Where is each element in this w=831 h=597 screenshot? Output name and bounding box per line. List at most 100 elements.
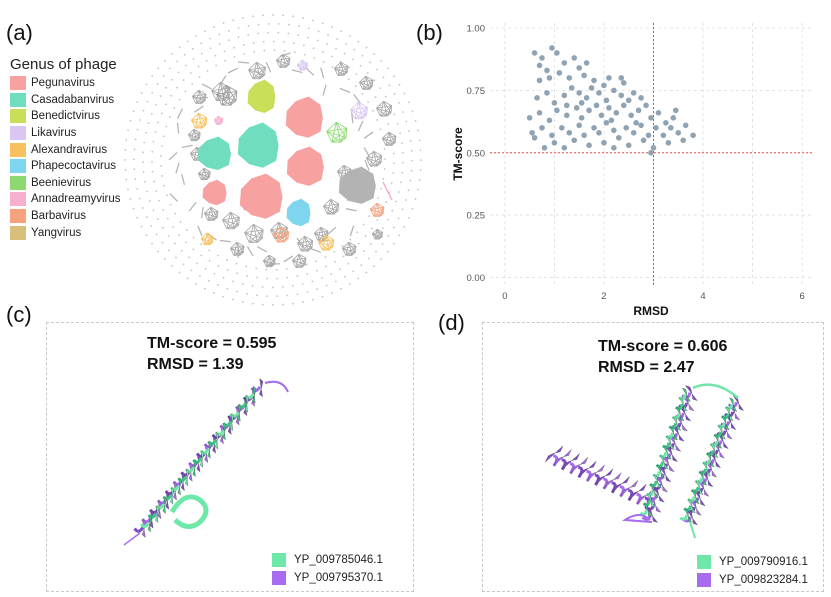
green-swatch	[697, 555, 711, 569]
singleton-node	[321, 277, 323, 279]
pair-edge	[320, 67, 325, 79]
singleton-node	[246, 292, 248, 295]
data-point	[566, 129, 573, 136]
grey-cluster	[359, 75, 374, 90]
singleton-node	[301, 283, 304, 285]
singleton-node	[233, 56, 236, 58]
alexandravirus-cluster	[200, 232, 214, 246]
data-point	[573, 105, 580, 111]
grey-cluster	[276, 53, 291, 68]
singleton-node	[136, 128, 139, 131]
singleton-node	[136, 187, 139, 190]
singleton-node	[257, 23, 260, 26]
data-point	[593, 102, 600, 109]
singleton-node	[142, 151, 145, 154]
singleton-node	[357, 277, 360, 280]
pair-edge	[181, 173, 186, 185]
pair-edge	[291, 69, 303, 74]
singleton-node	[136, 101, 139, 104]
singleton-node	[253, 50, 256, 53]
singleton-node	[373, 265, 375, 267]
singleton-node	[271, 304, 274, 306]
pair-edge	[363, 131, 374, 139]
singleton-node	[277, 23, 280, 25]
data-point	[620, 80, 627, 86]
singleton-node	[261, 286, 264, 288]
panel-d-box	[482, 322, 824, 592]
singleton-node	[190, 269, 193, 272]
data-point	[690, 132, 696, 139]
singleton-node	[388, 84, 391, 87]
singleton-node	[414, 198, 417, 201]
singleton-node	[162, 75, 165, 78]
data-point	[544, 67, 550, 74]
singleton-node	[241, 301, 244, 303]
singleton-node	[324, 256, 327, 258]
data-point	[554, 50, 560, 56]
singleton-node	[326, 43, 328, 46]
singleton-node	[216, 254, 219, 257]
singleton-node	[214, 54, 217, 57]
singleton-node	[159, 95, 162, 97]
singleton-node	[276, 277, 279, 280]
singleton-node	[380, 187, 383, 190]
singleton-node	[285, 268, 288, 270]
singleton-node	[420, 159, 422, 162]
singleton-node	[266, 295, 269, 297]
singleton-node	[208, 249, 211, 252]
pair-edge	[201, 83, 213, 90]
singleton-node	[133, 148, 136, 151]
singleton-node	[265, 268, 268, 271]
singleton-node	[355, 73, 358, 76]
green-helix-d-right	[679, 397, 738, 523]
data-point	[583, 60, 590, 66]
loop-d	[692, 383, 739, 399]
singleton-node	[173, 107, 176, 110]
data-point	[526, 115, 533, 121]
data-point	[546, 117, 553, 124]
panel-c-box	[46, 322, 414, 592]
singleton-node	[166, 217, 169, 220]
data-point	[670, 115, 677, 121]
singleton-node	[257, 32, 260, 35]
singleton-node	[410, 169, 413, 172]
singleton-node	[139, 119, 142, 121]
pair-edge	[200, 207, 204, 219]
pair-edge	[169, 193, 179, 202]
singleton-node	[145, 83, 148, 86]
singleton-node	[237, 36, 240, 39]
singleton-node	[311, 280, 314, 283]
singleton-node	[171, 78, 173, 81]
singleton-node	[124, 168, 127, 171]
singleton-node	[411, 159, 413, 162]
singleton-node	[175, 256, 177, 259]
data-point	[581, 72, 587, 79]
grey-cluster	[230, 241, 245, 256]
singleton-node	[237, 27, 240, 29]
data-point	[650, 144, 657, 151]
singleton-node	[333, 251, 336, 253]
singleton-node	[398, 83, 401, 86]
singleton-node	[393, 75, 395, 78]
data-point	[620, 102, 627, 109]
singleton-node	[157, 67, 160, 70]
singleton-node	[357, 242, 360, 245]
singleton-node	[385, 201, 388, 203]
y-tick-label: 1.00	[467, 23, 486, 34]
singleton-node	[379, 104, 382, 107]
singleton-node	[293, 51, 296, 54]
singleton-node	[205, 59, 208, 62]
singleton-node	[157, 121, 160, 124]
singleton-node	[222, 22, 225, 25]
singleton-node	[191, 83, 194, 85]
singleton-node	[330, 292, 333, 294]
loop-c	[264, 380, 289, 393]
pair-edge	[176, 122, 180, 134]
data-point	[551, 139, 558, 146]
pair-edge	[194, 105, 204, 113]
singleton-node	[368, 215, 371, 218]
singleton-node	[401, 208, 404, 211]
grey-cluster	[334, 61, 349, 76]
singleton-node	[419, 169, 422, 171]
